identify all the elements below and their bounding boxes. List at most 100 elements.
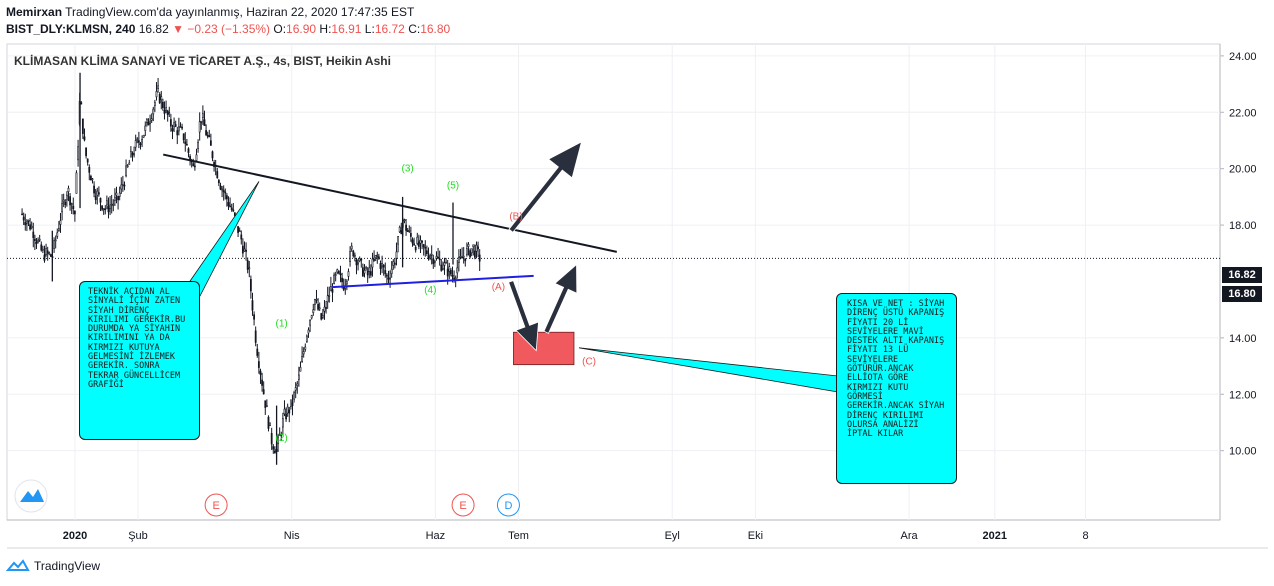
candle-body [177, 126, 180, 132]
tradingview-logo-icon [6, 559, 30, 571]
candle-body [142, 134, 145, 138]
candle-body [179, 126, 182, 128]
candle-body [41, 248, 44, 251]
candle-body [88, 166, 91, 173]
x-tick-label: 2020 [63, 530, 87, 542]
annotation-left[interactable]: TEKNİK AÇIDAN AL SİNYALİ İÇİN ZATEN SİYA… [79, 281, 200, 440]
candle-body [472, 244, 475, 248]
candle-body [46, 250, 49, 254]
candle-body [241, 245, 244, 254]
candle-body [286, 406, 289, 414]
candle-body [208, 135, 211, 138]
candle-body [264, 400, 267, 408]
x-tick-label: Şub [128, 530, 148, 542]
wave-label: (C) [582, 357, 596, 368]
candle-body [321, 315, 324, 318]
wave-label: (2) [276, 433, 288, 444]
x-tick-label: Haz [426, 530, 446, 542]
candle-body [229, 205, 231, 208]
candle-body [227, 202, 230, 207]
candle-body [192, 163, 195, 166]
event-marker-label: E [212, 500, 219, 512]
candle-body [393, 262, 396, 265]
candle-body [104, 208, 107, 211]
candle-body [453, 277, 455, 280]
candle-body [283, 408, 286, 415]
x-tick-label: Tem [508, 530, 529, 542]
candle-body [144, 125, 147, 131]
candle-body [277, 436, 279, 444]
candle-body [459, 256, 462, 258]
low-value: 16.72 [374, 22, 405, 36]
candle-body [405, 224, 407, 231]
candle-body [352, 250, 355, 257]
candle-body [160, 96, 163, 101]
low-label: L: [364, 22, 375, 36]
symbol-info: BIST_DLY:KLMSN, 240 16.82 ▼ −0.23 (−1.35… [6, 22, 450, 36]
candle-body [357, 262, 359, 265]
candle-body [433, 260, 436, 263]
candle-body [240, 234, 243, 240]
candle-body [299, 367, 302, 372]
candle-body [446, 268, 449, 277]
candle-body [409, 233, 412, 237]
candle-body [296, 383, 299, 387]
candle-body [161, 101, 164, 108]
candle-body [165, 107, 167, 111]
candle-body [261, 379, 263, 386]
candle-body [21, 213, 23, 216]
candle-body [355, 259, 358, 266]
candle-body [40, 244, 43, 251]
candle-body [173, 122, 175, 128]
price-change: ▼ −0.23 (−1.35%) [172, 22, 271, 36]
candle-body [269, 422, 271, 426]
candle-body [414, 246, 417, 251]
candle-body [309, 319, 311, 326]
candle-body [397, 236, 399, 245]
candle-body [374, 255, 377, 258]
brand[interactable]: TradingView [6, 559, 100, 573]
candle-body [245, 249, 247, 252]
candle-body [267, 416, 270, 429]
candle-body [475, 244, 478, 252]
candle-body [230, 207, 233, 210]
candle-body [465, 248, 468, 256]
trendline-blue-support [331, 274, 534, 289]
candle-body [126, 165, 129, 168]
candle-body [377, 256, 380, 259]
candle-body [209, 140, 212, 146]
candle-body [67, 187, 70, 192]
candle-body [445, 261, 447, 264]
candle-body [206, 135, 209, 137]
annotation-right[interactable]: KISA VE NET : SİYAH DİRENÇ ÜSTÜ KAPANIŞ … [836, 293, 957, 484]
candle-body [38, 239, 41, 241]
candle-body [171, 128, 174, 132]
candle-body [54, 239, 57, 242]
candle-body [408, 229, 411, 232]
candle-body [133, 153, 135, 156]
y-tick-label: 22.00 [1229, 107, 1257, 119]
candle-body [419, 239, 422, 244]
candle-body [310, 315, 313, 319]
candle-body [280, 434, 283, 437]
candle-body [166, 110, 169, 115]
candle-body [451, 274, 454, 277]
candle-body [33, 238, 36, 241]
candle-body [302, 351, 305, 355]
candle-body [395, 251, 398, 259]
candle-body [429, 255, 431, 258]
candle-body [413, 243, 415, 246]
candle-body [369, 271, 372, 276]
candle-body [392, 261, 395, 266]
candle-body [49, 254, 52, 257]
candle-body [304, 346, 307, 350]
candle-body [400, 230, 403, 235]
candle-body [150, 118, 153, 121]
candle-body [337, 271, 340, 274]
candle-body [97, 192, 100, 195]
candle-body [117, 196, 119, 201]
candle-body [195, 154, 198, 161]
candle-body [417, 241, 420, 247]
arrow-up-rebound [543, 263, 578, 334]
candle-body [141, 138, 143, 143]
